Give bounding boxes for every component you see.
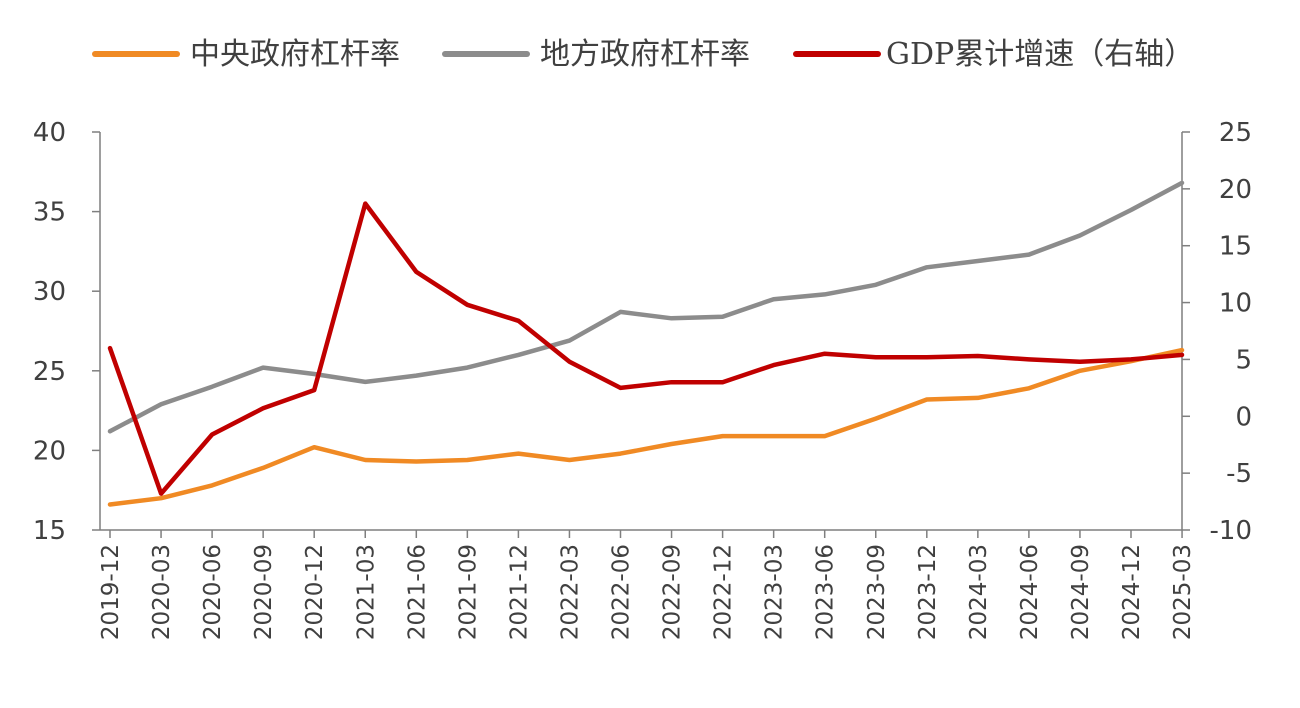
legend-label: GDP累计增速（右轴）: [886, 37, 1194, 72]
x-tick-label: 2021-03: [353, 544, 379, 640]
x-tick-label: 2019-12: [98, 544, 124, 640]
x-tick-label: 2025-03: [1170, 544, 1196, 640]
y-left-tick-label: 20: [33, 436, 66, 466]
axes: 15 20 25 30 35 40 -10 -5 0 5 10 15 20 25 2019-12 2020-0…: [33, 118, 1252, 640]
x-tick-label: 2024-03: [966, 544, 992, 640]
series-line-gdp: [107, 201, 1185, 496]
y-left-tick-label: 35: [33, 198, 66, 228]
x-tick-label: 2023-03: [762, 544, 788, 640]
x-tick-label: 2022-03: [557, 544, 583, 640]
x-tick-label: 2024-09: [1068, 544, 1094, 640]
legend: 中央政府杠杆率 地方政府杠杆率 GDP累计增速（右轴）: [92, 37, 1194, 72]
y-left-tick-label: 30: [33, 277, 66, 307]
x-tick-label: 2022-06: [609, 544, 635, 640]
x-tick-label: 2024-12: [1119, 544, 1145, 640]
y-right-tick-label: 25: [1219, 118, 1252, 148]
y-right-tick-label: 15: [1219, 232, 1252, 262]
x-tick-label: 2022-09: [660, 544, 686, 640]
x-tick-label: 2023-09: [864, 544, 890, 640]
y-right-tick-label: 5: [1235, 345, 1252, 375]
x-tick-label: 2021-06: [404, 544, 430, 640]
y-right-tick-label: -10: [1210, 516, 1252, 546]
y-right-tick-label: -5: [1226, 459, 1252, 489]
legend-label: 中央政府杠杆率: [190, 37, 400, 72]
x-tick-label: 2021-09: [455, 544, 481, 640]
x-tick-label: 2024-06: [1017, 544, 1043, 640]
x-tick-label: 2020-03: [149, 544, 175, 640]
y-right-tick-label: 10: [1219, 289, 1252, 319]
x-tick-label: 2020-06: [200, 544, 226, 640]
y-left-tick-label: 25: [33, 357, 66, 387]
x-tick-label: 2023-06: [813, 544, 839, 640]
x-tick-label: 2020-12: [302, 544, 328, 640]
x-tick-label: 2022-12: [711, 544, 737, 640]
series-layer: [107, 180, 1185, 507]
x-tick-label: 2023-12: [915, 544, 941, 640]
series-line-local: [107, 180, 1185, 434]
legend-label: 地方政府杠杆率: [540, 37, 750, 72]
y-left-tick-label: 40: [33, 118, 66, 148]
y-right-tick-label: 20: [1219, 175, 1252, 205]
y-left-tick-label: 15: [33, 516, 66, 546]
x-tick-label: 2020-09: [251, 544, 277, 640]
x-tick-label: 2021-12: [506, 544, 532, 640]
series-line-central: [107, 347, 1185, 507]
y-right-tick-label: 0: [1235, 402, 1252, 432]
